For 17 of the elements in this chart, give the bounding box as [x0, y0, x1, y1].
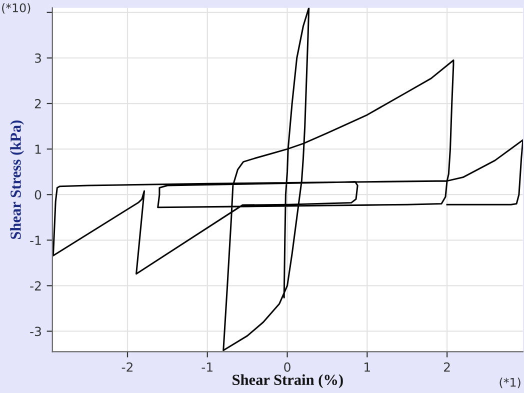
y-tick-label: 3: [34, 53, 41, 63]
text: (*10): [2, 3, 30, 14]
x-axis-title: Shear Strain (%): [232, 374, 343, 388]
x-tick-label: 0: [284, 362, 290, 372]
y-tick-label: -1: [30, 236, 41, 245]
x-tick-label: 1: [364, 362, 370, 372]
x-tick-label: 2: [444, 362, 450, 372]
line-series: [52, 8, 523, 352]
y-tick-label: 1: [35, 144, 41, 154]
y-tick-label: 2: [34, 98, 41, 108]
y-tick-label: -2: [30, 281, 41, 290]
y-tick-label: -3: [30, 326, 41, 336]
text: (*1): [500, 378, 520, 388]
x-tick-label: -1: [202, 362, 212, 372]
x-tick-label: -2: [122, 362, 132, 372]
y-axis-title: Shear Stress (kPa): [10, 120, 24, 239]
y-tick-label: 0: [34, 190, 42, 200]
